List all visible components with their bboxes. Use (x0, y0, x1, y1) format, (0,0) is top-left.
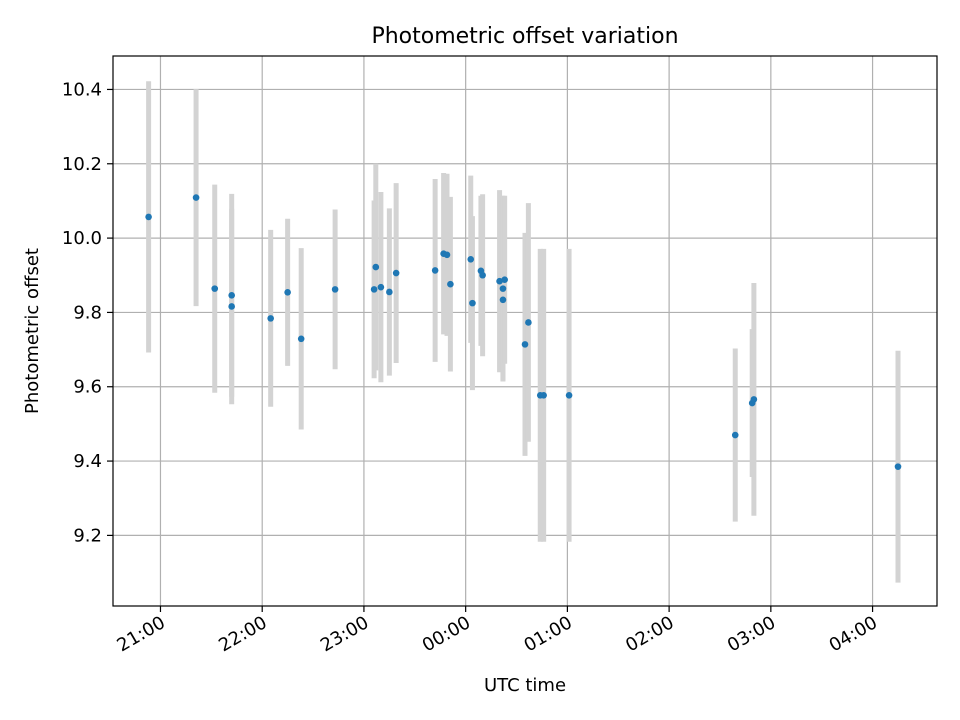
data-point (501, 276, 508, 284)
data-point (386, 288, 393, 296)
data-point (331, 286, 339, 293)
y-axis-label: Photometric offset (22, 248, 43, 414)
data-point (377, 283, 385, 291)
y-tick-label: 9.8 (73, 302, 102, 323)
data-point (228, 292, 235, 299)
data-point (731, 431, 739, 439)
data-points (145, 194, 902, 470)
y-tick-label: 10.0 (62, 228, 102, 249)
data-point (447, 280, 454, 288)
data-point (540, 391, 547, 399)
y-tick-label: 9.4 (73, 451, 102, 472)
chart-title: Photometric offset variation (371, 24, 678, 49)
x-axis-label: UTC time (484, 675, 566, 696)
data-point (392, 269, 400, 277)
y-tick-label: 9.2 (73, 525, 102, 546)
data-point (297, 335, 305, 343)
data-point (496, 277, 503, 285)
data-point (372, 263, 380, 271)
data-point (750, 396, 758, 403)
data-point (192, 194, 200, 201)
data-point (267, 315, 274, 322)
data-point (479, 271, 486, 279)
data-point (431, 267, 439, 274)
data-point (443, 251, 451, 259)
y-tick-label: 9.6 (73, 377, 102, 398)
data-point (469, 299, 476, 307)
data-point (894, 463, 902, 470)
data-point (211, 285, 219, 292)
data-point (499, 285, 507, 292)
data-point (525, 319, 532, 326)
y-axis-ticks: 9.2 9.4 9.6 9.8 10.0 10.2 10.4 (62, 79, 113, 546)
plot-frame (112, 55, 938, 607)
y-tick-label: 10.2 (62, 154, 102, 175)
data-point (228, 303, 235, 310)
data-point (284, 289, 291, 296)
y-tick-label: 10.4 (62, 79, 102, 100)
data-point (521, 341, 529, 348)
data-point (499, 296, 507, 304)
data-point (145, 213, 152, 221)
data-point (370, 286, 378, 293)
data-point (565, 391, 573, 399)
data-point (467, 255, 475, 263)
